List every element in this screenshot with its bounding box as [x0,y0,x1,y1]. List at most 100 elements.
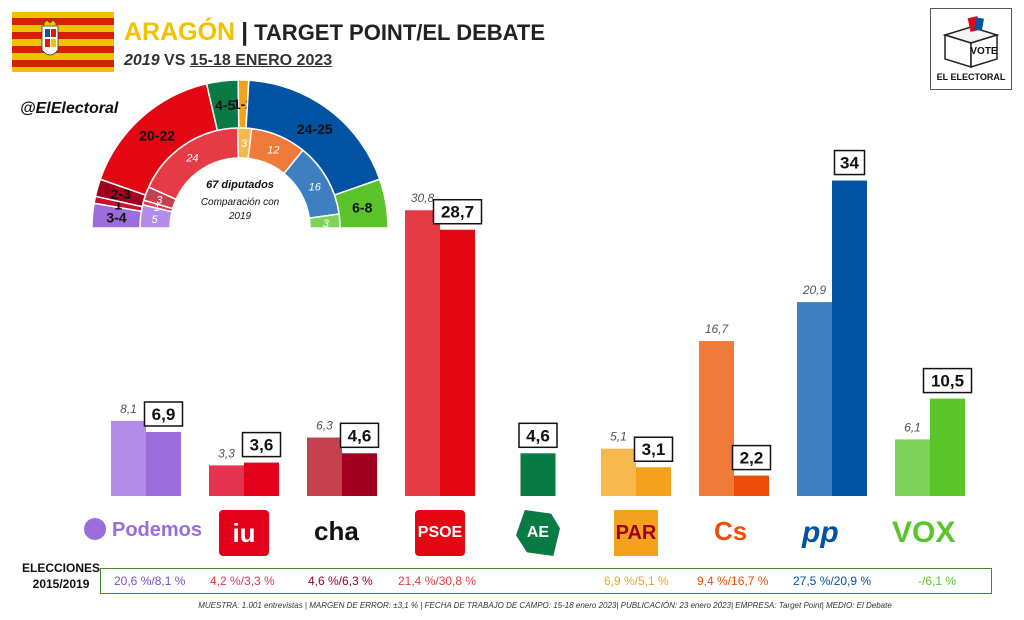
election-result-iu: 4,2 %/3,3 % [210,574,275,588]
outer-label-psoe: 20-22 [139,128,175,144]
elections-label-line2: 2015/2019 [32,577,90,591]
cha-logo-text: cha [314,516,359,546]
el-electoral-logo: VOTE [930,8,1012,90]
title-source: TARGET POINT/EL DEBATE [254,20,546,45]
election-result-psoe: 21,4 %/30,8 % [398,574,477,588]
bar-2023-cs [734,475,769,496]
label-2023-par: 3,1 [642,440,666,459]
cs-logo-text: Cs [714,516,748,546]
election-result-par: 6,9 %/5,1 % [604,574,669,588]
value-box-2023-pp [833,149,866,176]
inner-label-pp: 16 [309,182,322,194]
inner-label-par: 3 [241,138,248,150]
pp-logo: pp [802,516,839,550]
bar-2023-iu [244,462,279,496]
outer-label-vox: 6-8 [352,199,372,215]
election-result-vox: -/6,1 % [918,574,957,588]
inner-label-iu: 1 [154,202,160,214]
title-separator: | [241,18,249,46]
election-result-cs: 9,4 %/16,7 % [697,574,769,588]
bar-2023-ae [520,453,556,496]
label-2019-pp: 20,9 [802,283,827,297]
value-box-2023-iu [241,431,282,458]
bar-2019-par [601,448,636,496]
label-2019-vox: 6,1 [904,420,921,434]
cs-logo: Cs [714,516,747,547]
psoe-logo: PSOE [415,510,465,556]
iu-logo: iu [219,510,269,556]
bar-2019-vox [895,439,930,496]
label-2023-ae: 4,6 [526,426,550,445]
par-logo-text: PAR [615,522,657,544]
label-2019-podemos: 8,1 [120,402,137,416]
subtitle-year: 2019 [124,52,160,69]
hemicycle-center-text: 67 diputados Comparación con 2019 [201,179,280,222]
value-box-2023-vox [922,367,973,394]
label-2019-iu: 3,3 [218,446,235,460]
ballot-box-icon: VOTE [942,16,1000,69]
subtitle-vs: VS [159,52,190,69]
twitter-handle: @ElElectoral [20,100,119,117]
psoe-logo-text: PSOE [417,524,463,541]
election-result-cha: 4,6 %/6,3 % [308,574,373,588]
election-result-podemos: 20,6 %/8,1 % [114,574,186,588]
inner-label-cha: 3 [156,194,163,206]
outer-label-iu: 1 [114,196,122,212]
inner-label-vox: 3 [323,218,330,230]
subtitle-dates: 15-18 ENERO 2023 [189,52,333,69]
vox-logo-text: VOX [892,516,956,549]
value-box-2023-par [633,436,674,462]
bar-2023-psoe [440,229,475,496]
value-box-2023-cha [339,422,380,449]
page-title: ARAGÓN | TARGET POINT/EL DEBATE [124,18,545,47]
label-2023-vox: 10,5 [931,372,964,391]
label-2023-iu: 3,6 [250,436,274,455]
label-2023-cha: 4,6 [348,426,372,445]
hemicycle-compare: Comparación con [201,197,280,208]
elections-label-line1: ELECCIONES [22,561,101,575]
footnote: MUESTRA: 1.001 entrevistas | MARGEN DE E… [198,601,892,610]
label-2019-cs: 16,7 [705,322,730,336]
label-2023-pp: 34 [840,154,859,173]
bar-series: 8,1 6,9 3,3 3,6 6,3 4,6 30,8 28,7 4,6 5,1 3,1 16,7 2… [111,149,973,497]
bar-2023-pp [832,180,867,497]
ae-logo-text: AE [526,524,550,541]
elections-box [100,568,992,594]
bar-2019-iu [209,465,244,496]
label-2023-cs: 2,2 [740,449,764,468]
vox-logo: VOX [892,516,955,550]
bar-2019-psoe [405,210,440,496]
outer-label-ae: 4-5 [215,97,235,113]
pp-logo-text: pp [802,516,839,549]
title-region: ARAGÓN [124,18,236,46]
bar-2023-vox [930,398,965,496]
label-2019-cha: 6,3 [316,419,333,433]
hemicycle-total: 67 diputados [206,179,274,191]
bar-2023-par [636,467,671,496]
aragon-flag-icon [12,12,114,72]
value-box-2023-ae [518,422,558,449]
logo-vote-text: VOTE [970,46,998,57]
election-result-pp: 27,5 %/20,9 % [793,574,872,588]
bar-2019-cs [699,341,734,496]
par-logo: PAR [614,510,658,556]
podemos-circle-icon [84,518,106,540]
value-box-2023-podemos [143,401,184,427]
elections-label: ELECCIONES 2015/2019 [22,560,100,592]
podemos-logo: Podemos [84,518,202,542]
inner-label-cs: 12 [267,145,279,157]
bar-2019-cha [307,437,342,496]
iu-logo-text: iu [232,518,256,548]
inner-label-podemos: 5 [152,214,159,226]
label-2023-podemos: 6,9 [152,405,176,424]
value-box-2023-cs [731,444,772,471]
podemos-logo-text: Podemos [112,519,203,541]
cha-logo: cha [314,516,359,547]
outer-label-cha: 2-3 [111,186,131,202]
inner-segment-vox [308,213,341,229]
label-2023-psoe: 28,7 [441,203,474,222]
value-box-2023-psoe [432,198,483,225]
inner-label-psoe: 24 [185,152,198,164]
bar-2019-pp [797,302,832,496]
